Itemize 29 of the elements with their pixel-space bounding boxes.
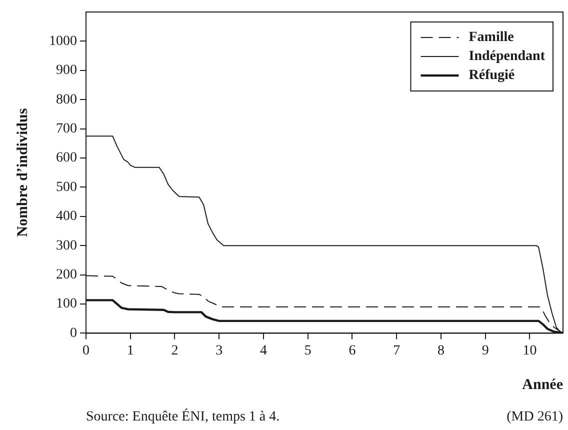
x-tick-label: 1 [126,343,134,358]
source-note: Source: Enquête ÉNI, temps 1 à 4. [86,408,280,425]
y-tick-label: 100 [56,296,77,312]
x-tick-label: 5 [304,343,312,358]
x-tick-label: 8 [437,343,444,358]
y-tick-label: 800 [56,92,77,108]
x-tick-label: 3 [216,343,223,358]
y-tick-label: 200 [56,267,77,282]
y-tick-label: 0 [70,326,77,341]
x-tick-label: 9 [482,343,489,358]
y-tick-label: 700 [56,121,77,136]
legend-label: Réfugié [468,68,515,84]
x-tick-label: 2 [171,343,178,358]
x-axis-title: Année [522,376,564,393]
y-tick-label: 600 [56,150,77,166]
legend-label: Famille [468,30,514,46]
y-tick-label: 500 [56,180,77,195]
y-tick-label: 400 [56,209,77,224]
x-tick-label: 4 [260,343,267,358]
x-tick-label: 7 [393,343,400,358]
y-tick-label: 1000 [49,34,77,49]
y-tick-label: 900 [56,63,77,78]
legend-label: Indépendant [468,49,546,64]
x-tick-label: 0 [82,343,90,358]
x-tick-label: 10 [522,343,537,358]
text: (MD 261) [506,410,564,425]
y-tick-label: 300 [56,238,77,254]
x-tick-label: 6 [348,343,356,358]
y-axis-title: Nombre d’individus [14,108,31,237]
